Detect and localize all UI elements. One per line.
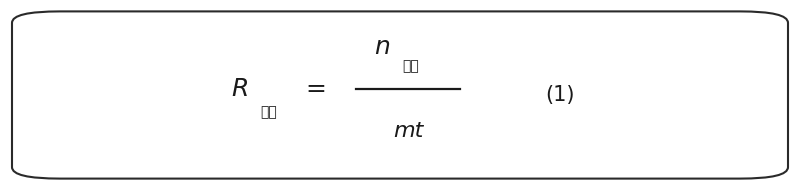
Text: 产物: 产物	[402, 59, 419, 74]
Text: (1): (1)	[546, 85, 574, 105]
FancyBboxPatch shape	[12, 11, 788, 179]
Text: n: n	[374, 36, 390, 59]
Text: R: R	[231, 77, 249, 101]
Text: 产物: 产物	[260, 105, 277, 119]
Text: =: =	[306, 77, 326, 101]
Text: mt: mt	[393, 121, 423, 141]
